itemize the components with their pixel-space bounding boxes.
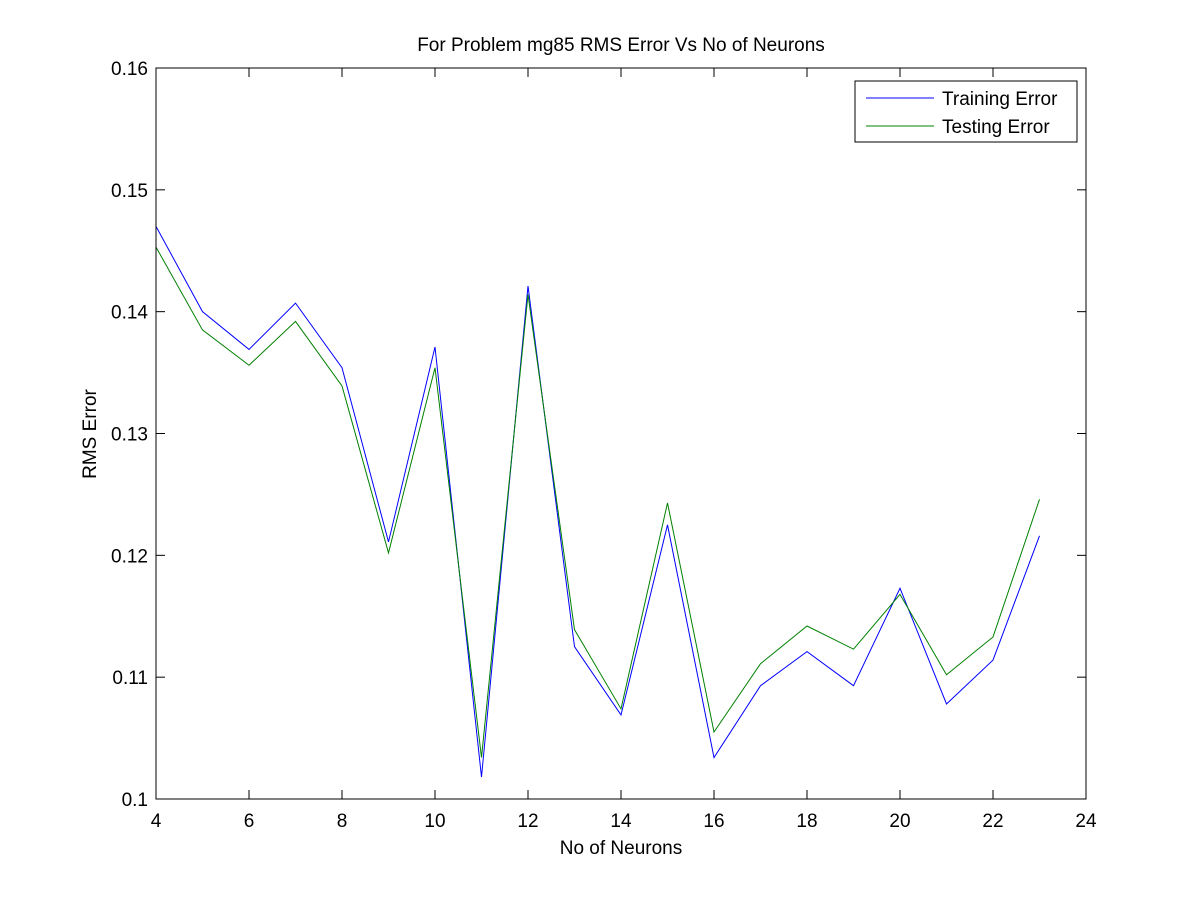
x-tick-label: 18 (796, 811, 817, 832)
y-tick-label: 0.1 (122, 790, 148, 811)
x-tick-label: 8 (337, 811, 348, 832)
y-axis-label: RMS Error (80, 388, 101, 478)
y-tick-label: 0.15 (111, 181, 148, 202)
x-tick-label: 4 (151, 811, 162, 832)
y-tick-label: 0.13 (111, 425, 148, 446)
plot-area (156, 68, 1086, 799)
chart-title: For Problem mg85 RMS Error Vs No of Neur… (417, 35, 825, 56)
legend-label: Testing Error (942, 117, 1050, 138)
x-tick-label: 12 (517, 811, 538, 832)
x-tick-label: 22 (982, 811, 1003, 832)
x-tick-label: 16 (703, 811, 724, 832)
y-tick-label: 0.14 (111, 303, 148, 324)
y-tick-label: 0.12 (111, 546, 148, 567)
x-axis-label: No of Neurons (560, 838, 683, 859)
series-lines (155, 226, 1040, 778)
x-tick-label: 10 (424, 811, 445, 832)
series-line-training-error (155, 226, 1040, 778)
x-tick-label: 14 (610, 811, 632, 832)
series-line-testing-error (155, 246, 1040, 758)
x-tick-label: 24 (1075, 811, 1097, 832)
legend-box (854, 80, 1078, 143)
x-tick-label: 6 (244, 811, 255, 832)
x-tick-label: 20 (889, 811, 910, 832)
axis-ticks: 4 6 8 10 12 14 16 18 20 22 24 0.1 0.11 0.12 0.13 0.14 0.… (111, 59, 1097, 832)
y-tick-label: 0.16 (111, 59, 148, 80)
legend-label: Training Error (942, 89, 1058, 110)
legend: Training Error Testing Error (854, 80, 1078, 143)
y-tick-label: 0.11 (112, 668, 148, 689)
plot-frame (155, 67, 1087, 800)
